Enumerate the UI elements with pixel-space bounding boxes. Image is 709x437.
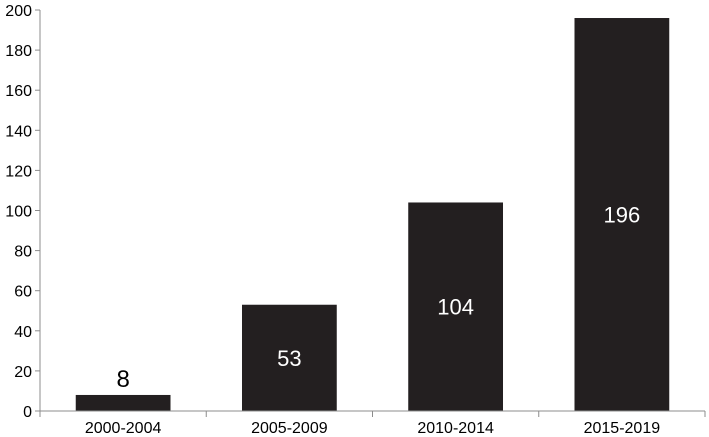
- y-tick-label: 180: [5, 43, 32, 60]
- x-tick-label: 2015-2019: [584, 420, 661, 437]
- y-tick-label: 120: [5, 163, 32, 180]
- bar: [408, 202, 504, 411]
- bar-data-label: 196: [604, 203, 641, 228]
- x-tick-label: 2010-2014: [417, 420, 494, 437]
- y-tick-label: 140: [5, 123, 32, 140]
- bar: [574, 18, 670, 412]
- x-tick-label: 2000-2004: [85, 420, 162, 437]
- bar: [241, 304, 337, 411]
- y-tick-label: 60: [14, 284, 32, 301]
- y-tick-label: 20: [14, 364, 32, 381]
- y-axis: 0 20 40 60 80 100 120 140 160 180 200: [5, 3, 41, 421]
- y-tick-label: 80: [14, 244, 32, 261]
- y-tick-label: 100: [5, 204, 32, 221]
- bar-data-label: 104: [437, 295, 474, 320]
- bar-data-label: 8: [116, 366, 129, 393]
- x-axis: 2000-2004 2005-2009 2010-2014 2015-2019: [39, 410, 706, 437]
- y-tick-label: 0: [23, 404, 32, 421]
- bar-data-label: 53: [277, 346, 301, 371]
- y-tick-label: 200: [5, 3, 32, 20]
- bar: [75, 394, 171, 411]
- bars-group: 8 53 104 196: [75, 18, 670, 412]
- y-tick-label: 40: [14, 324, 32, 341]
- x-tick-label: 2005-2009: [251, 420, 328, 437]
- y-tick-label: 160: [5, 83, 32, 100]
